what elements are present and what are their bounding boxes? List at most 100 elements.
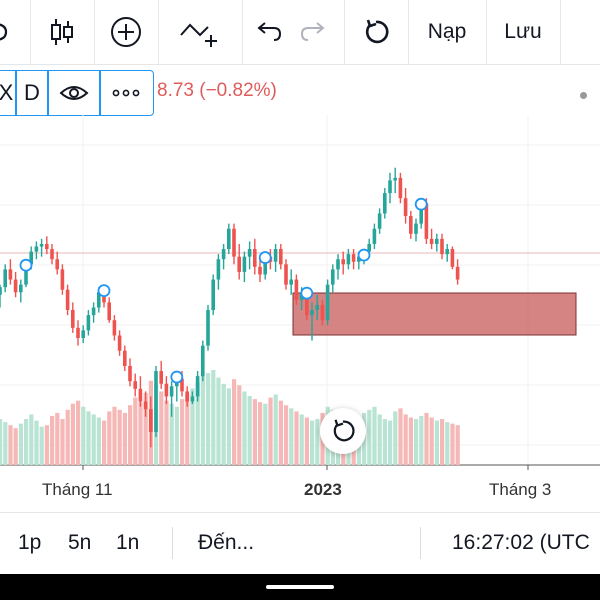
volume-bar <box>39 426 44 465</box>
volume-bar <box>8 425 13 465</box>
candle-body <box>450 249 455 267</box>
volume-bar <box>18 423 23 465</box>
volume-bar <box>29 414 34 465</box>
volume-bar <box>3 422 8 465</box>
candle-body <box>393 177 397 181</box>
candlestick-chart[interactable] <box>0 115 600 470</box>
volume-bar <box>91 414 96 465</box>
event-marker <box>258 251 272 264</box>
redo-icon[interactable] <box>296 0 332 64</box>
add-circle-icon[interactable] <box>95 0 157 64</box>
save-label: Lưu <box>504 20 542 43</box>
volume-bar <box>440 419 445 465</box>
volume-bar <box>138 402 143 465</box>
candle-body <box>331 269 335 285</box>
volume-bar <box>159 391 164 465</box>
volume-bar <box>76 400 81 465</box>
candle-body <box>351 254 356 262</box>
load-button[interactable]: Nạp <box>409 0 485 64</box>
top-toolbar: Nạp Lưu <box>0 0 600 65</box>
save-button[interactable]: Lưu <box>487 0 559 64</box>
candle-body <box>429 238 434 244</box>
volume-bar <box>13 428 18 465</box>
volume-bar <box>107 411 112 465</box>
home-gesture-pill[interactable] <box>266 585 334 589</box>
volume-bar <box>450 423 455 465</box>
candle-body <box>91 307 96 316</box>
candle-body <box>377 213 382 229</box>
status-dot <box>580 92 587 99</box>
candle-body <box>273 249 278 262</box>
candle-body <box>39 243 44 247</box>
candle-body <box>8 269 13 280</box>
volume-bar <box>185 394 190 465</box>
candle-body <box>71 310 75 328</box>
eye-icon[interactable] <box>49 71 99 115</box>
x-tick-label-2023: 2023 <box>304 480 342 499</box>
candle-body <box>55 259 59 270</box>
candle-body <box>0 287 2 295</box>
volume-bar <box>445 422 450 465</box>
candle-body <box>247 249 252 257</box>
volume-bar <box>372 406 377 465</box>
volume-bar <box>86 411 91 465</box>
candle-body <box>227 228 231 250</box>
candle-body <box>60 269 65 290</box>
interval-button[interactable]: D <box>17 71 47 115</box>
candle-body <box>403 198 408 216</box>
volume-bar <box>263 403 268 465</box>
range-1y-button[interactable]: 1n <box>116 531 140 554</box>
volume-bar <box>429 417 434 465</box>
volume-bar <box>419 415 424 465</box>
volume-bar <box>388 420 393 465</box>
volume-bar <box>216 377 221 465</box>
candle-body <box>76 327 80 338</box>
range-1d-button[interactable]: 1p <box>18 531 42 554</box>
candle-body <box>190 396 195 402</box>
volume-bar <box>310 420 315 465</box>
volume-bar <box>398 408 403 465</box>
candle-body <box>123 350 127 366</box>
candle-body <box>216 259 221 280</box>
candle-body <box>185 391 189 402</box>
volume-bar <box>112 406 117 465</box>
candlestick-chart-icon[interactable] <box>31 0 93 64</box>
volume-bar <box>206 373 211 465</box>
reload-icon[interactable] <box>345 0 407 64</box>
event-marker <box>357 248 371 262</box>
candle-body <box>455 266 460 280</box>
interval-label: D <box>24 80 40 105</box>
volume-bar <box>268 397 273 465</box>
event-marker <box>170 370 184 384</box>
candle-body <box>289 279 293 285</box>
event-marker <box>19 258 33 272</box>
range-5d-button[interactable]: 5n <box>68 531 92 554</box>
candle-body <box>117 335 122 351</box>
candle-body <box>419 203 423 224</box>
candle-body <box>50 249 54 260</box>
trend-line-add-icon[interactable] <box>159 0 241 64</box>
candle-body <box>346 254 351 265</box>
candle-body <box>211 279 215 311</box>
volume-bar <box>169 403 174 465</box>
reset-chart-button[interactable] <box>320 408 366 454</box>
candle-body <box>159 371 163 384</box>
more-horizontal-icon[interactable] <box>101 71 151 115</box>
candle-body <box>201 345 205 377</box>
undo-icon[interactable] <box>250 0 286 64</box>
candle-body <box>336 259 340 270</box>
volume-bar <box>195 382 200 465</box>
clock-timezone[interactable]: 16:27:02 (UTC <box>452 531 590 554</box>
candle-body <box>341 259 345 265</box>
candle-body <box>164 383 169 397</box>
volume-bar <box>289 408 294 465</box>
volume-bar <box>455 425 460 465</box>
close-series-button[interactable]: X <box>0 71 15 115</box>
menu-icon[interactable] <box>0 0 14 64</box>
volume-bar <box>247 396 252 465</box>
volume-bar <box>382 419 387 465</box>
volume-bar <box>0 419 3 465</box>
go-to-date-button[interactable]: Đến... <box>198 531 255 554</box>
volume-bar <box>377 414 382 465</box>
volume-bar <box>304 417 309 465</box>
